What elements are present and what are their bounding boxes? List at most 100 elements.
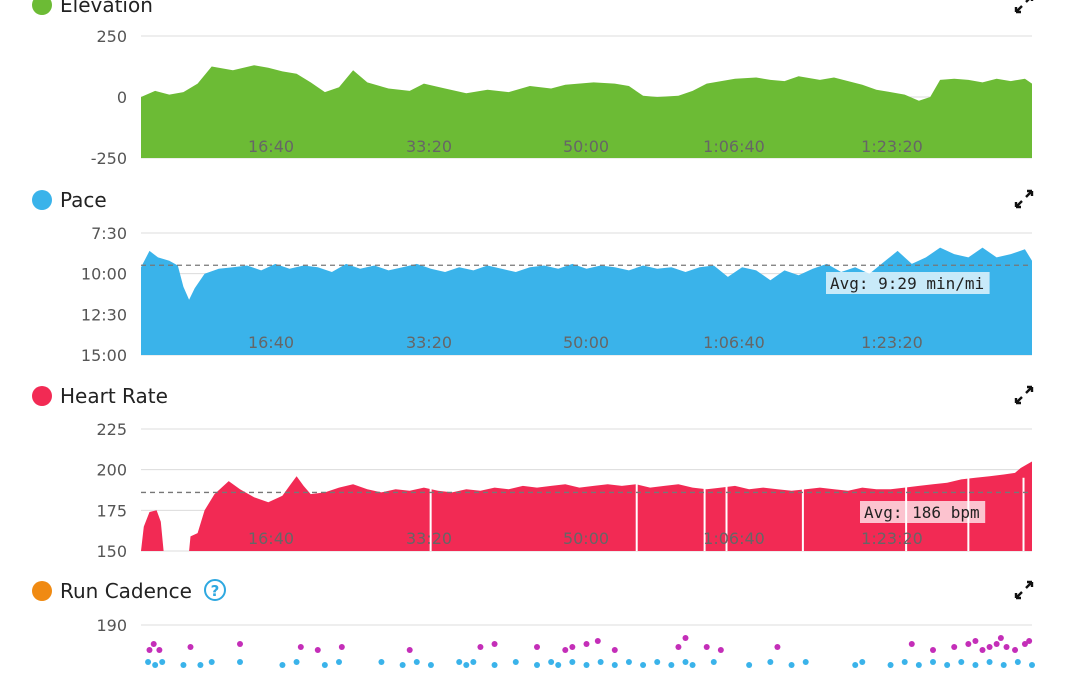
elevation-y-tick-label: -250 (91, 149, 127, 168)
pace-x-tick-label: 1:23:20 (861, 333, 923, 352)
run-cadence-point (534, 644, 540, 650)
run-cadence-point (338, 644, 345, 650)
run-cadence-point (208, 659, 215, 665)
elevation-plot: 250 0 -250 16:40 33:20 50:00 1:06:40 1:23:20 (91, 27, 1032, 168)
run-cadence-point (930, 659, 936, 665)
run-cadence-point (534, 662, 540, 668)
run-cadence-point (1014, 659, 1021, 665)
pace-average-label-bg (826, 272, 990, 294)
elevation-x-tick-label: 50:00 (563, 137, 609, 156)
heart-rate-legend-dot (32, 386, 52, 406)
run-cadence-plot: 190 (96, 616, 1035, 668)
run-cadence-point (951, 644, 958, 650)
run-cadence-point (944, 662, 951, 668)
run-cadence-point (180, 662, 187, 668)
run-cadence-point (279, 662, 286, 668)
run-cadence-point (187, 644, 194, 650)
svg-text:?: ? (211, 582, 220, 600)
run-cadence-point (1021, 641, 1028, 647)
run-cadence-point (146, 647, 153, 653)
heart-rate-y-tick-label: 175 (96, 501, 127, 520)
pace-panel: Pace 7:30 10:00 12:30 15:00 Avg: 9:29 min/mi… (32, 188, 1034, 365)
pace-y-tick-label: 10:00 (81, 265, 127, 284)
elevation-y-tick-label: 0 (117, 88, 127, 107)
run-cadence-point (145, 659, 152, 665)
run-cadence-point (293, 659, 300, 665)
pace-y-tick-label: 12:30 (81, 305, 127, 324)
run-cadence-point (406, 647, 413, 653)
run-cadence-point (640, 662, 647, 668)
run-cadence-point (1029, 662, 1035, 668)
heart-rate-x-tick-label: 16:40 (248, 529, 294, 548)
run-cadence-point (470, 659, 477, 665)
run-cadence-point (1003, 644, 1010, 650)
expand-icon[interactable] (1014, 385, 1034, 405)
run-cadence-point (611, 647, 618, 653)
pace-x-tick-label: 33:20 (406, 333, 452, 352)
elevation-x-tick-label: 16:40 (248, 137, 294, 156)
expand-icon[interactable] (1014, 580, 1034, 600)
run-cadence-point (852, 662, 859, 668)
heart-rate-title: Heart Rate (60, 384, 168, 408)
run-cadence-point (413, 659, 420, 665)
run-cadence-point (986, 659, 993, 665)
heart-rate-plot: 225 200 175 150 Avg: 186 bpm 16:40 33:20 50:00 1… (96, 420, 1032, 561)
heart-rate-x-tick-label: 33:20 (406, 529, 452, 548)
run-cadence-point (682, 635, 689, 641)
run-cadence-point (972, 662, 979, 668)
run-cadence-point (859, 659, 866, 665)
heart-rate-area-series (141, 461, 1032, 551)
heart-rate-x-tick-label: 50:00 (563, 529, 609, 548)
run-cadence-point (569, 659, 576, 665)
run-cadence-point (197, 662, 204, 668)
run-cadence-point (378, 659, 385, 665)
run-cadence-point (625, 659, 632, 665)
run-cadence-point (477, 644, 484, 650)
elevation-x-tick-label: 33:20 (406, 137, 452, 156)
heart-rate-y-tick-label: 200 (96, 461, 127, 480)
run-cadence-point (237, 659, 243, 665)
run-cadence-point (654, 659, 661, 665)
run-cadence-y-tick-label: 190 (96, 616, 127, 635)
expand-icon[interactable] (1014, 189, 1034, 209)
run-cadence-point (1012, 647, 1019, 653)
pace-x-tick-label: 16:40 (248, 333, 294, 352)
run-cadence-point (597, 659, 604, 665)
run-cadence-point (491, 641, 498, 647)
run-cadence-point (986, 644, 993, 650)
heart-rate-y-tick-label: 225 (96, 420, 127, 439)
run-cadence-point (689, 662, 696, 668)
run-cadence-point (802, 659, 809, 665)
pace-x-tick-label: 1:06:40 (703, 333, 765, 352)
pace-legend-dot (32, 190, 52, 210)
run-cadence-point (555, 662, 562, 668)
run-cadence-point (399, 662, 406, 668)
run-cadence-point (710, 659, 717, 665)
pace-y-tick-label: 15:00 (81, 346, 127, 365)
run-cadence-point (611, 662, 618, 668)
run-cadence-point (972, 638, 979, 644)
run-cadence-point (717, 647, 724, 653)
run-cadence-point (336, 659, 342, 665)
run-cadence-point (156, 647, 163, 653)
run-cadence-point (979, 647, 986, 653)
question-circle-icon[interactable]: ? (204, 579, 226, 601)
run-cadence-point (314, 647, 321, 653)
run-cadence-point (746, 662, 753, 668)
run-cadence-point (594, 638, 601, 644)
run-cadence-point (297, 644, 304, 650)
expand-icon[interactable] (1014, 0, 1034, 14)
pace-area-series (141, 247, 1032, 355)
run-cadence-point (993, 641, 1000, 647)
run-cadence-point (321, 662, 328, 668)
run-cadence-point (456, 659, 463, 665)
run-cadence-panel: Run Cadence ? 190 (32, 579, 1035, 668)
run-cadence-point (908, 641, 915, 647)
run-cadence-point (958, 659, 965, 665)
run-cadence-point (788, 662, 795, 668)
heart-rate-average-label-bg (860, 501, 986, 523)
heart-rate-x-tick-label: 1:06:40 (703, 529, 765, 548)
run-cadence-legend-dot (32, 581, 52, 601)
pace-average-label: Avg: 9:29 min/mi (830, 274, 984, 293)
